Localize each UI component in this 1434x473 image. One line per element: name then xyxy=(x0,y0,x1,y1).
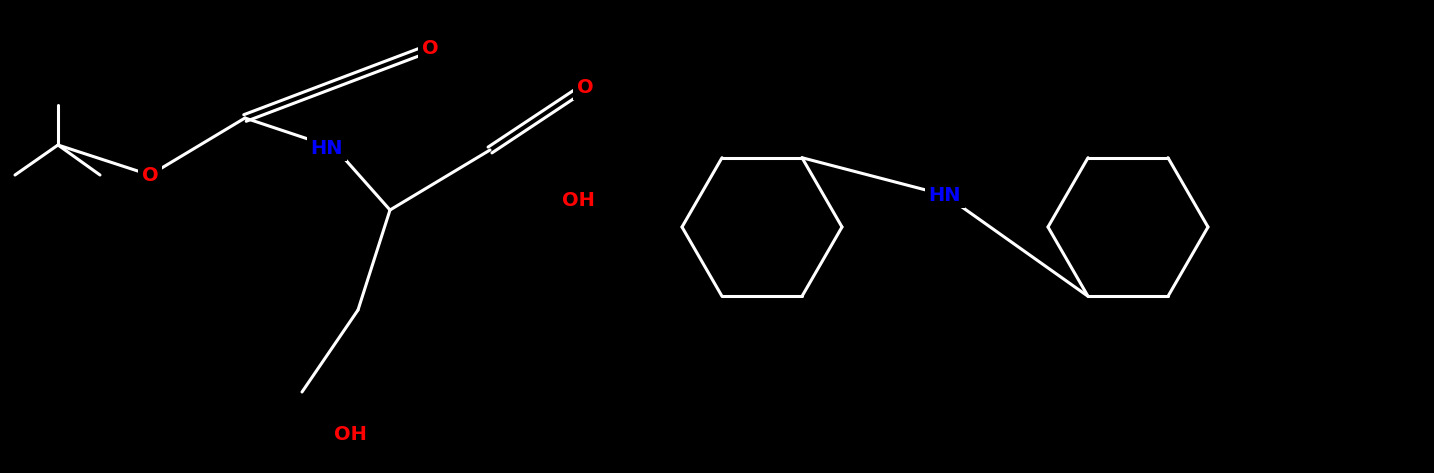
Text: HN: HN xyxy=(929,185,961,204)
Text: OH: OH xyxy=(334,426,367,445)
Text: O: O xyxy=(576,78,594,96)
Text: O: O xyxy=(422,38,439,58)
Text: OH: OH xyxy=(562,191,595,210)
Text: O: O xyxy=(142,166,158,184)
Text: HN: HN xyxy=(311,139,343,158)
